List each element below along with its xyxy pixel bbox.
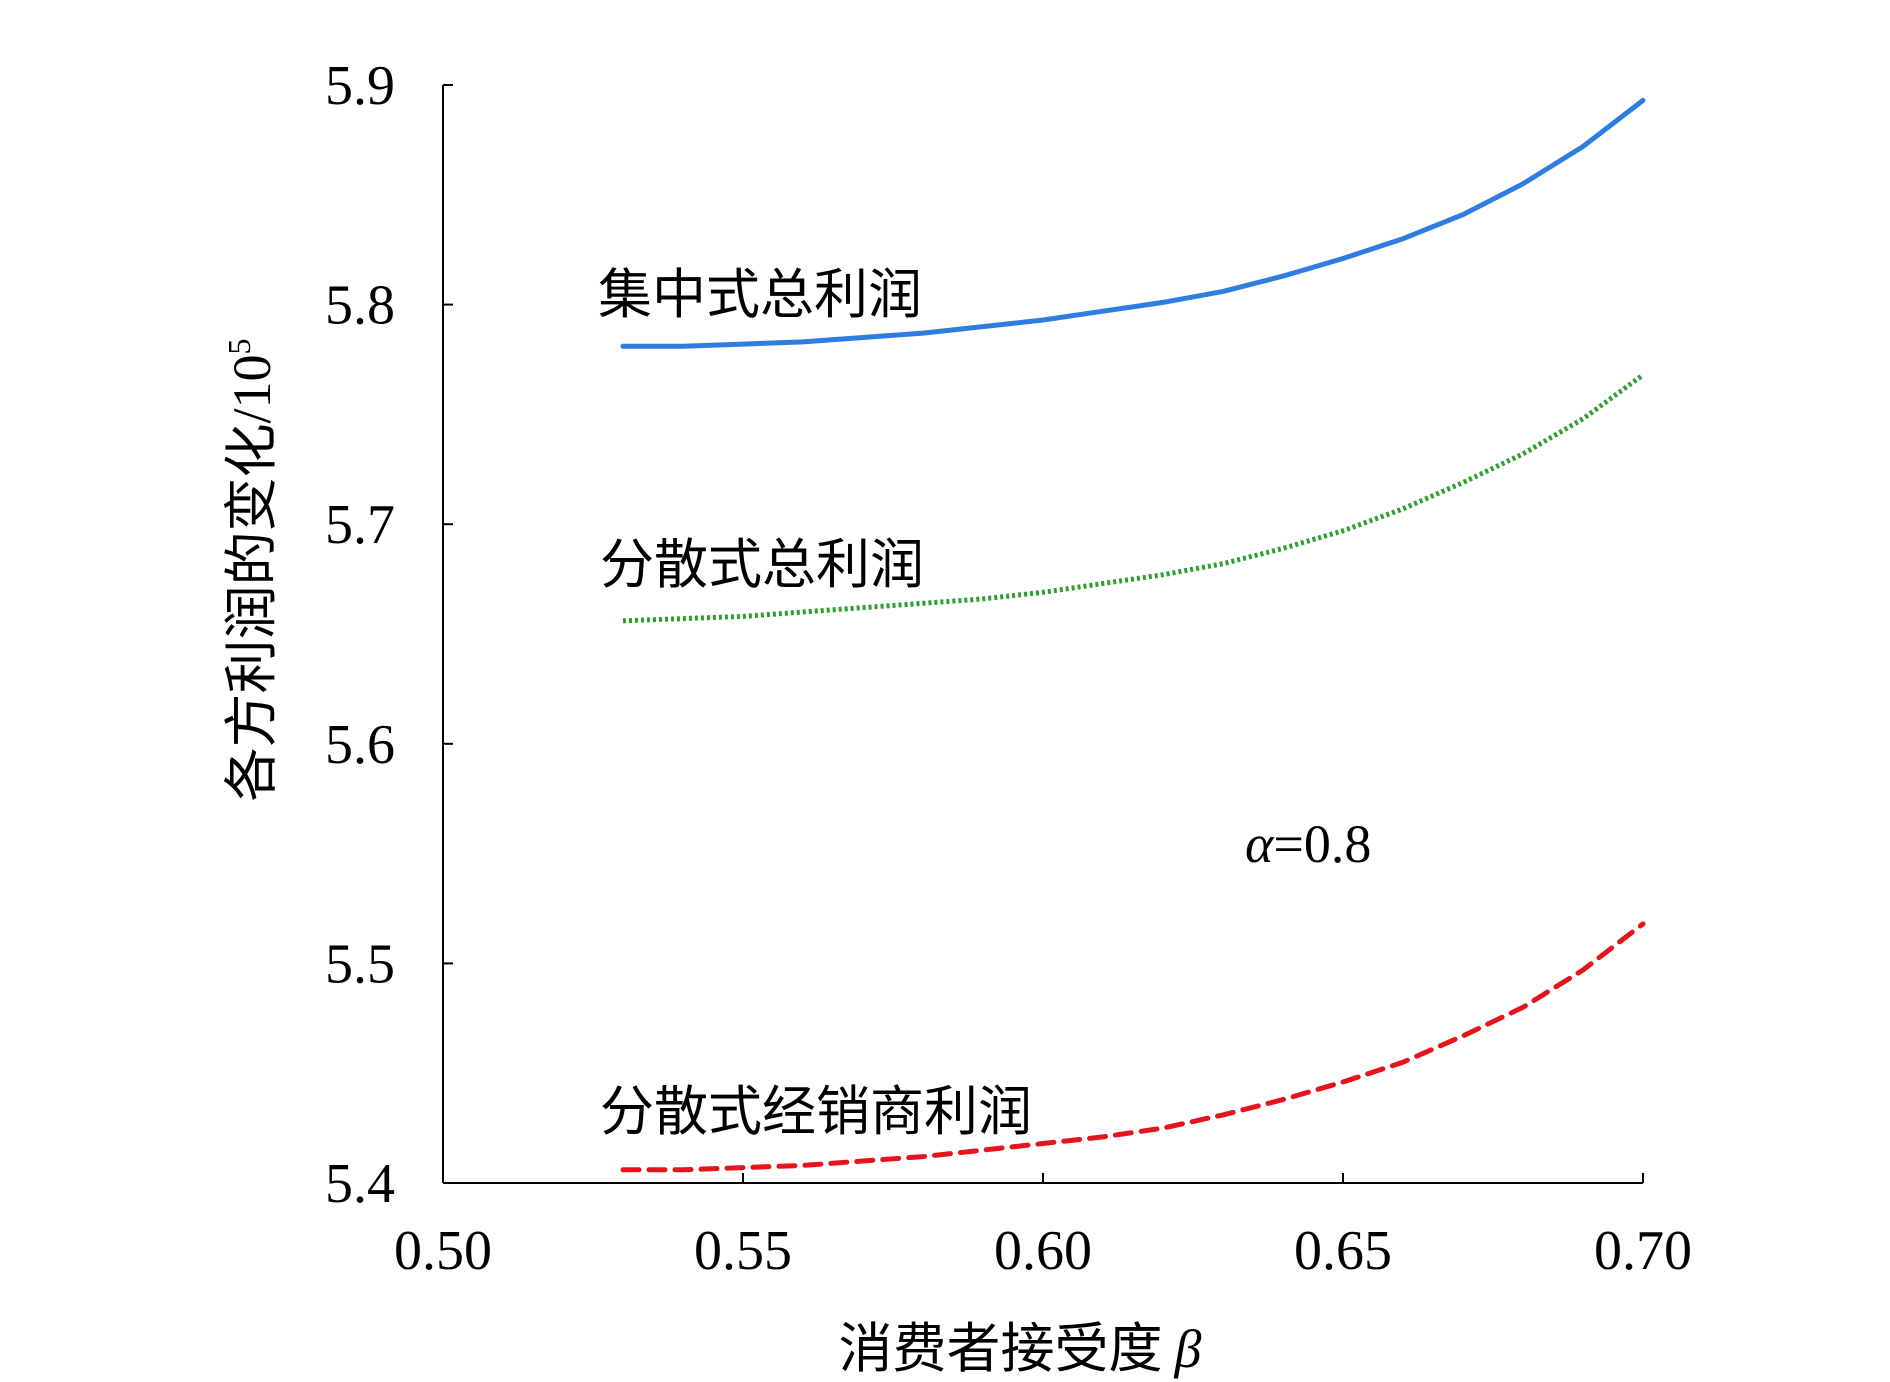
series-lines bbox=[620, 97, 1646, 1173]
series-line-3 bbox=[620, 921, 1646, 1173]
annotation-alpha: α=0.8 bbox=[1245, 814, 1371, 874]
y-axis: 5.4 5.5 5.6 5.7 5.8 5.9 bbox=[325, 55, 453, 1215]
x-tick-label: 0.50 bbox=[394, 1220, 492, 1282]
series-line-1 bbox=[620, 97, 1646, 349]
x-tick-label: 0.55 bbox=[694, 1220, 792, 1282]
y-tick-label: 5.9 bbox=[325, 55, 395, 117]
series-label-2: 分散式总利润 bbox=[600, 535, 924, 595]
x-tick-label: 0.70 bbox=[1594, 1220, 1692, 1282]
y-tick-label: 5.8 bbox=[325, 275, 395, 337]
series-label-1: 集中式总利润 bbox=[598, 265, 922, 325]
x-tick-label: 0.60 bbox=[994, 1220, 1092, 1282]
x-axis-title: 消费者接受度 β bbox=[839, 1319, 1202, 1379]
y-tick-label: 5.5 bbox=[325, 933, 395, 995]
y-axis-title: 各方利润的变化/105 bbox=[221, 338, 282, 801]
y-tick-label: 5.7 bbox=[325, 494, 395, 556]
series-label-3: 分散式经销商利润 bbox=[600, 1082, 1032, 1142]
x-axis: 0.50 0.55 0.60 0.65 0.70 bbox=[394, 1173, 1692, 1282]
y-tick-label: 5.4 bbox=[325, 1153, 395, 1215]
y-tick-label: 5.6 bbox=[325, 714, 395, 776]
series-line-2 bbox=[622, 372, 1645, 624]
x-tick-label: 0.65 bbox=[1294, 1220, 1392, 1282]
